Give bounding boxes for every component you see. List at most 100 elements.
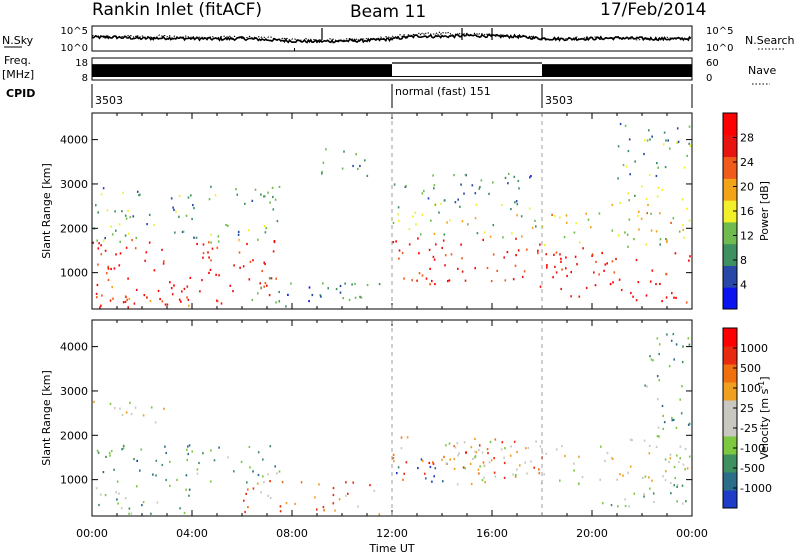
- scatter-cell: [268, 294, 271, 297]
- scatter-cell: [257, 451, 260, 454]
- scatter-cell: [675, 426, 678, 429]
- scatter-cell: [169, 484, 171, 487]
- scatter-cell: [225, 223, 227, 227]
- scatter-cell: [656, 337, 659, 340]
- scatter-cell: [618, 278, 621, 281]
- scatter-cell: [433, 187, 435, 190]
- velocity-colorbar-label-1: 1000: [740, 342, 768, 355]
- noise-panel-frame: [91, 25, 693, 52]
- scatter-cell: [434, 203, 437, 206]
- scatter-cell: [102, 471, 105, 474]
- scatter-cell: [573, 469, 575, 472]
- scatter-cell: [359, 164, 361, 168]
- scatter-cell: [193, 236, 195, 239]
- scatter-cell: [150, 406, 153, 409]
- scatter-cell: [96, 283, 99, 287]
- scatter-cell: [264, 282, 267, 285]
- scatter-cell: [276, 220, 279, 223]
- scatter-cell: [666, 240, 668, 244]
- scatter-cell: [104, 494, 107, 497]
- scatter-cell: [490, 459, 493, 462]
- scatter-cell: [617, 177, 619, 180]
- scatter-cell: [322, 506, 325, 509]
- scatter-cell: [611, 260, 614, 263]
- scatter-cell: [657, 426, 660, 429]
- scatter-cell: [530, 175, 532, 178]
- scatter-cell: [470, 482, 473, 486]
- scatter-cell: [150, 512, 152, 515]
- scatter-cell: [448, 279, 451, 282]
- scatter-cell: [535, 225, 537, 228]
- scatter-cell: [640, 217, 643, 220]
- scatter-cell: [526, 248, 528, 251]
- scatter-cell: [411, 279, 413, 282]
- scatter-cell: [429, 465, 432, 469]
- velocity-colorbar-band-7: [723, 382, 737, 401]
- scatter-cell: [178, 298, 181, 301]
- scatter-cell: [99, 306, 101, 309]
- scatter-cell: [629, 438, 632, 441]
- noise-left-tick-bottom: 10^0: [61, 43, 88, 54]
- scatter-cell: [509, 454, 512, 457]
- scatter-cell: [187, 452, 189, 456]
- scatter-cell: [186, 448, 188, 451]
- scatter-cell: [435, 243, 437, 246]
- scatter-cell: [635, 258, 638, 262]
- scatter-cell: [429, 267, 431, 270]
- scatter-cell: [421, 274, 424, 277]
- scatter-cell: [661, 188, 663, 192]
- scatter-cell: [658, 352, 660, 356]
- scatter-cell: [274, 198, 277, 201]
- scatter-cell: [678, 460, 680, 464]
- scatter-cell: [511, 232, 513, 235]
- velocity-colorbar-band-8: [723, 364, 737, 383]
- cpid-entry-1: 3503: [95, 94, 123, 107]
- scatter-cell: [478, 444, 481, 447]
- scatter-cell: [232, 290, 234, 293]
- scatter-cell: [622, 164, 625, 167]
- scatter-cell: [688, 343, 691, 346]
- scatter-cell: [644, 475, 647, 478]
- scatter-cell: [546, 266, 548, 269]
- scatter-cell: [656, 435, 659, 438]
- scatter-cell: [128, 507, 131, 510]
- scatter-cell: [98, 503, 100, 507]
- scatter-cell: [578, 295, 581, 298]
- power-colorbar-band-7: [723, 156, 737, 179]
- scatter-cell: [486, 448, 489, 451]
- velocity-colorbar-label: Velocity [m s-1]: [757, 376, 771, 459]
- scatter-cell: [96, 449, 99, 452]
- scatter-cell: [188, 494, 190, 497]
- scatter-cell: [408, 228, 411, 231]
- scatter-cell: [515, 474, 517, 477]
- scatter-cell: [108, 451, 111, 455]
- scatter-cell: [418, 252, 420, 255]
- scatter-cell: [125, 246, 128, 249]
- scatter-cell: [503, 456, 505, 459]
- scatter-cell: [689, 255, 691, 258]
- scatter-cell: [114, 210, 116, 213]
- scatter-cell: [421, 459, 424, 463]
- scatter-cell: [616, 478, 618, 481]
- scatter-cell: [461, 220, 464, 223]
- scatter-cell: [97, 263, 99, 266]
- scatter-cell: [214, 194, 217, 197]
- scatter-cell: [565, 221, 568, 224]
- scatter-cell: [136, 190, 139, 193]
- scatter-cell: [396, 472, 398, 475]
- scatter-cell: [665, 238, 667, 241]
- scatter-cell: [496, 269, 498, 272]
- scatter-cell: [682, 463, 685, 466]
- scatter-cell: [287, 293, 289, 296]
- scatter-cell: [474, 455, 477, 458]
- scatter-cell: [619, 201, 621, 204]
- scatter-cell: [161, 248, 163, 251]
- scatter-cell: [186, 458, 188, 462]
- scatter-cell: [483, 464, 485, 467]
- scatter-cell: [659, 212, 661, 215]
- freq-left-label: Freq.: [4, 54, 31, 67]
- scatter-cell: [649, 280, 652, 283]
- velocity-colorbar-label-sup: -1: [757, 381, 766, 389]
- scatter-cell: [578, 455, 580, 458]
- scatter-cell: [641, 185, 643, 188]
